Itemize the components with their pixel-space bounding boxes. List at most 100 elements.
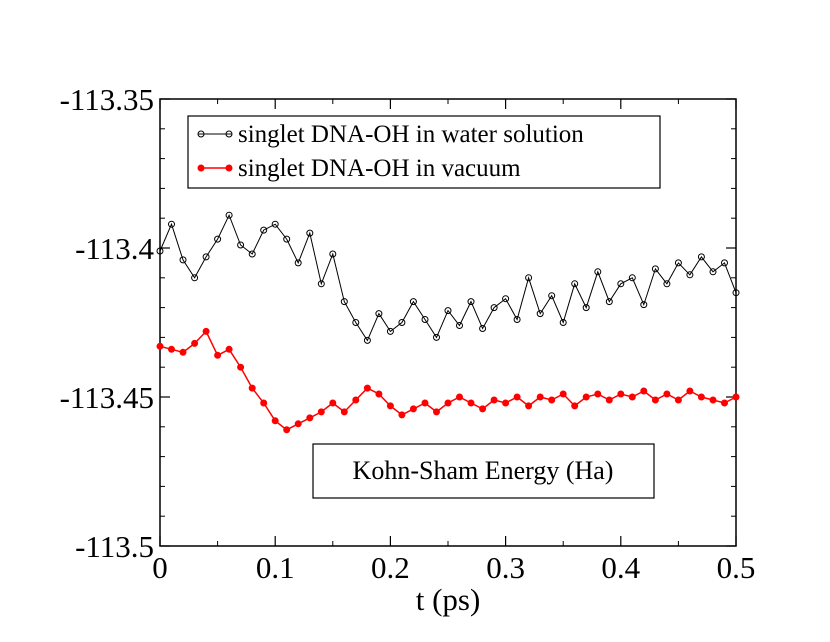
x-tick-label: 0.3 [486,550,525,585]
data-point-1 [686,387,694,395]
data-point-1 [513,393,521,401]
y-tick-label: -113.35 [60,82,154,117]
axis-ticks: 0 0.1 0.2 0.3 0.4 0.5 -113.5 -113.45 -113.4 -113.… [60,82,756,585]
data-point-1 [317,408,325,416]
data-point-0 [709,268,717,276]
legend-marker-water [197,130,205,138]
data-point-1 [340,408,348,416]
data-point-0 [202,253,210,261]
data-point-1 [156,342,164,350]
data-point-1 [721,399,728,407]
y-tick-label: -113.4 [75,231,154,266]
data-point-0 [674,259,682,267]
data-point-0 [398,319,406,326]
data-point-1 [525,402,533,410]
data-point-0 [156,247,164,255]
data-point-1 [456,393,463,401]
series-line-0 [159,213,737,342]
data-point-0 [191,274,199,282]
data-point-1 [709,396,717,404]
data-point-1 [663,390,671,398]
data-point-0 [582,304,590,312]
data-point-0 [479,325,487,332]
data-point-0 [283,235,291,243]
data-point-0 [548,292,556,300]
x-tick-label: 0.5 [717,550,756,585]
data-point-1 [479,405,487,413]
data-point-1 [697,393,705,401]
data-point-0 [168,220,175,228]
data-point-0 [502,295,510,303]
data-point-1 [191,339,199,347]
annotation-box: Kohn-Sham Energy (Ha) [312,443,655,499]
data-point-1 [433,408,440,416]
data-point-0 [375,310,383,318]
series-line-1 [159,330,737,431]
data-point-0 [329,250,337,258]
data-point-0 [513,316,521,323]
data-point-0 [490,304,498,312]
x-axis-title: t (ps) [416,582,481,617]
annotation-frame [312,443,655,499]
data-point-1 [548,396,556,404]
data-point-1 [467,399,475,407]
data-point-0 [363,336,371,344]
legend-marker-vacuum [197,164,205,172]
series-points [156,211,740,434]
data-point-1 [363,384,371,392]
data-point-0 [559,319,567,326]
data-point-0 [225,211,233,219]
data-point-0 [386,327,394,335]
data-point-0 [421,316,429,323]
data-point-0 [617,280,625,288]
data-point-1 [536,393,544,401]
data-point-1 [179,348,187,356]
y-tick-label: -113.45 [60,380,154,415]
data-point-0 [340,298,348,306]
data-point-1 [294,420,302,428]
legend-box [187,115,661,189]
x-tick-label: 0 [152,550,168,585]
data-point-1 [409,405,417,413]
data-point-0 [214,235,222,243]
data-point-1 [237,363,245,371]
data-point-1 [444,399,452,407]
data-point-0 [697,253,705,261]
data-point-1 [202,327,210,335]
x-tick-label: 0.1 [256,550,295,585]
data-point-0 [271,220,279,228]
data-point-0 [536,310,544,318]
data-point-0 [352,319,360,326]
data-point-0 [721,259,728,267]
data-point-0 [317,280,325,288]
data-point-0 [640,301,648,309]
data-point-1 [421,399,429,407]
data-point-0 [594,268,602,276]
data-point-0 [237,241,245,249]
data-point-1 [571,402,579,410]
data-point-0 [294,259,302,267]
data-point-0 [409,298,417,306]
data-point-0 [179,256,187,264]
legend: singlet DNA-OH in water solution singlet… [187,115,661,189]
data-point-0 [248,250,256,258]
data-point-0 [605,298,613,306]
data-point-1 [594,390,602,398]
data-point-0 [525,274,533,282]
data-point-1 [386,402,394,410]
data-point-0 [628,274,636,282]
data-point-1 [398,411,406,419]
data-point-0 [467,298,475,306]
data-point-1 [490,396,498,404]
data-point-0 [260,226,268,234]
data-point-0 [306,229,314,237]
data-point-1 [651,396,659,404]
data-point-1 [732,393,740,401]
data-point-0 [456,322,463,329]
data-point-1 [640,387,648,395]
annotation-label: Kohn-Sham Energy (Ha) [353,456,614,485]
data-point-1 [260,399,268,407]
data-point-0 [651,265,659,273]
data-point-0 [444,307,452,315]
